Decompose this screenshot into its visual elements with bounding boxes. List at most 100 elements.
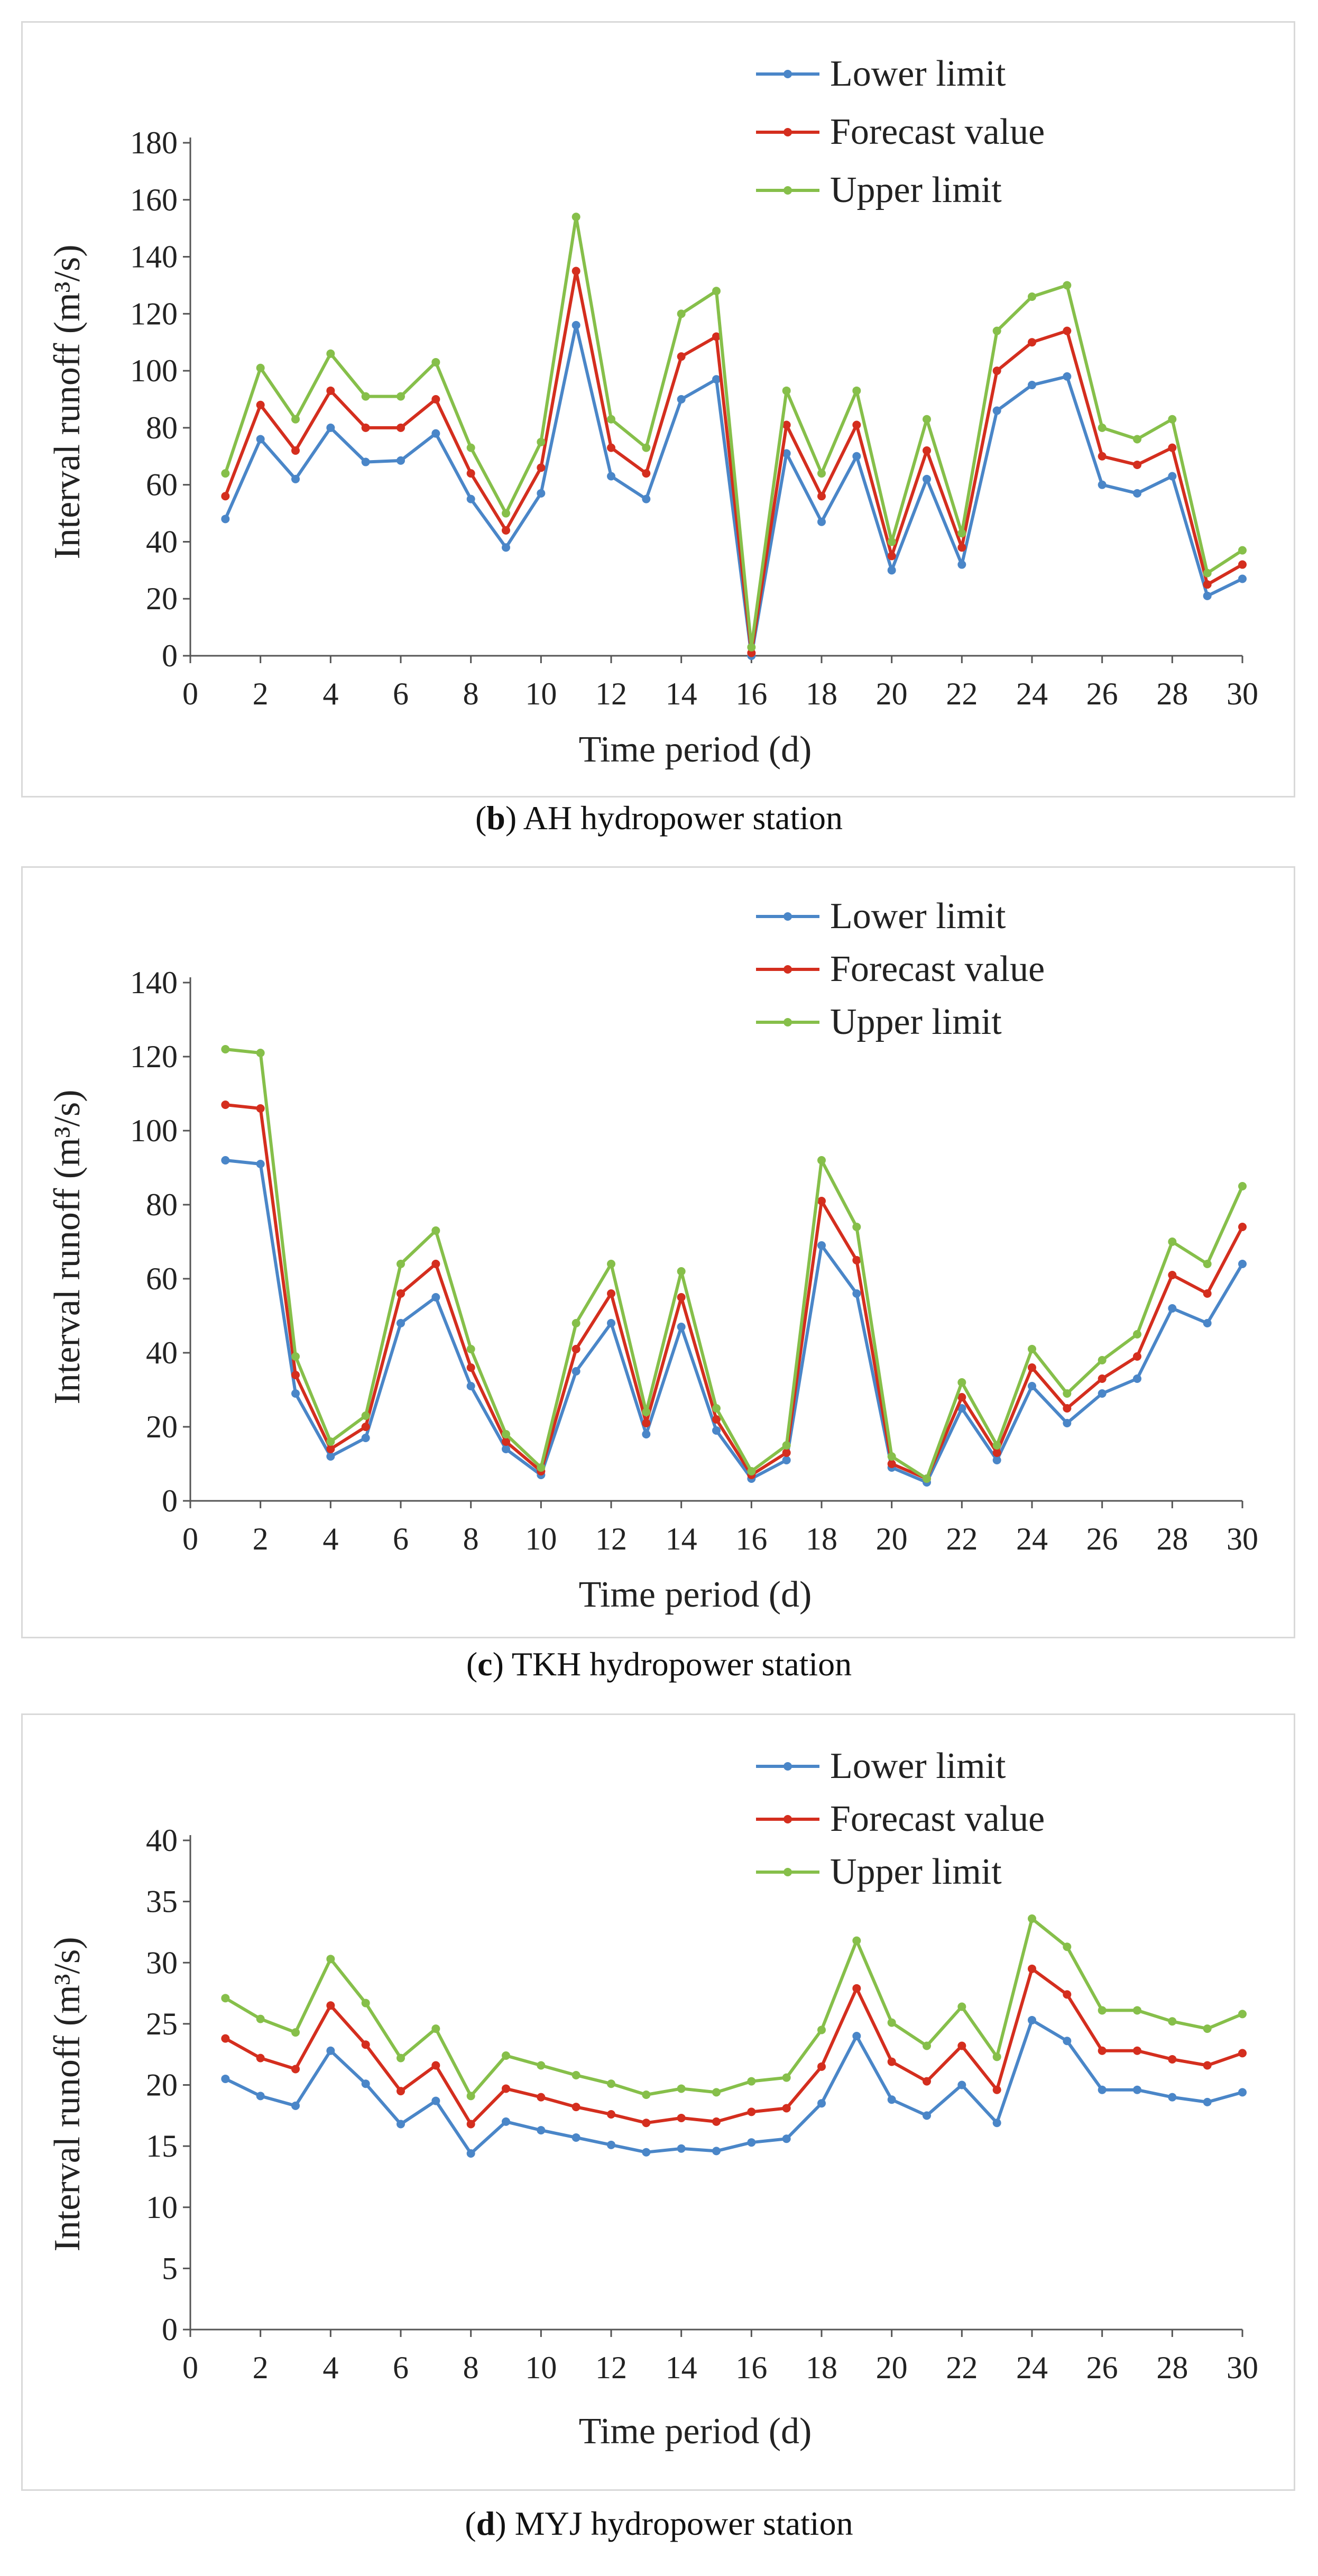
- data-point: [256, 435, 265, 444]
- data-point: [537, 1463, 546, 1472]
- data-point: [466, 469, 475, 478]
- x-tick-label: 22: [946, 676, 978, 711]
- data-point: [642, 1408, 651, 1416]
- data-point: [852, 1289, 861, 1298]
- x-tick-label: 26: [1086, 2350, 1118, 2385]
- data-point: [1098, 480, 1107, 489]
- data-point: [1238, 1260, 1247, 1268]
- data-point: [291, 415, 300, 424]
- chart-panel-myj: [21, 1713, 1295, 2491]
- data-point: [466, 1363, 475, 1372]
- legend-swatch-marker: [784, 1868, 792, 1876]
- caption-myj: (d) MYJ hydropower station: [465, 2505, 853, 2542]
- data-point: [992, 1449, 1001, 1457]
- data-point: [712, 2088, 721, 2097]
- data-point: [1133, 460, 1141, 469]
- data-point: [221, 1994, 230, 2003]
- data-point: [572, 2071, 580, 2079]
- legend-label: Lower limit: [830, 53, 1006, 94]
- data-point: [572, 1345, 580, 1353]
- data-point: [1238, 546, 1247, 555]
- data-point: [537, 2126, 546, 2135]
- data-point: [957, 1393, 966, 1401]
- data-point: [887, 1452, 896, 1461]
- data-point: [852, 1984, 861, 1993]
- data-point: [677, 1293, 686, 1301]
- data-point: [712, 375, 721, 384]
- data-point: [923, 2041, 931, 2050]
- legend-swatch-marker: [784, 70, 792, 78]
- data-point: [326, 349, 335, 358]
- data-point: [502, 1445, 510, 1453]
- data-point: [572, 2103, 580, 2112]
- x-tick-label: 16: [735, 2350, 767, 2385]
- data-point: [852, 1936, 861, 1945]
- data-point: [817, 1241, 826, 1250]
- data-point: [466, 2092, 475, 2101]
- legend-label: Upper limit: [830, 170, 1002, 210]
- legend-swatch-marker: [784, 912, 792, 921]
- x-tick-label: 10: [525, 2350, 557, 2385]
- data-point: [1028, 1382, 1036, 1390]
- legend-swatch-marker: [784, 1762, 792, 1771]
- x-tick-label: 26: [1086, 1521, 1118, 1556]
- data-point: [397, 2054, 405, 2062]
- data-point: [256, 2092, 265, 2101]
- data-point: [291, 1371, 300, 1379]
- data-point: [1133, 2046, 1141, 2055]
- y-tick-label: 0: [162, 1483, 178, 1518]
- data-point: [957, 529, 966, 538]
- data-point: [502, 543, 510, 552]
- x-tick-label: 2: [253, 1521, 269, 1556]
- data-point: [1063, 1419, 1072, 1427]
- x-tick-label: 18: [806, 1521, 837, 1556]
- data-point: [1168, 1237, 1177, 1246]
- data-point: [817, 1156, 826, 1165]
- data-point: [537, 437, 546, 446]
- data-point: [957, 560, 966, 569]
- data-point: [256, 1104, 265, 1113]
- data-point: [326, 386, 335, 395]
- y-axis-label: Interval runoff (m³/s): [47, 1089, 88, 1404]
- x-tick-label: 24: [1016, 2350, 1048, 2385]
- data-point: [361, 1999, 370, 2007]
- data-point: [1238, 574, 1247, 583]
- data-point: [992, 1456, 1001, 1464]
- x-axis-label: Time period (d): [579, 2411, 812, 2452]
- y-tick-label: 120: [130, 1039, 178, 1074]
- data-point: [1063, 281, 1072, 290]
- data-point: [361, 423, 370, 432]
- data-point: [1133, 489, 1141, 498]
- x-tick-label: 28: [1156, 2350, 1188, 2385]
- x-tick-label: 16: [735, 1521, 767, 1556]
- legend-label: Forecast value: [830, 1799, 1045, 1839]
- data-point: [1028, 2015, 1036, 2024]
- data-point: [1098, 2006, 1107, 2015]
- y-tick-label: 35: [146, 1884, 178, 1919]
- data-point: [782, 386, 791, 395]
- data-point: [1238, 1182, 1247, 1190]
- data-point: [502, 2084, 510, 2093]
- series-line-upper-limit: [224, 215, 1243, 649]
- data-point: [747, 643, 756, 652]
- data-point: [572, 267, 580, 276]
- data-point: [256, 400, 265, 409]
- data-point: [1203, 1319, 1212, 1327]
- caption-text: TKH hydropower station: [511, 1645, 852, 1683]
- data-point: [607, 1260, 615, 1268]
- x-tick-label: 12: [595, 1521, 627, 1556]
- data-point: [607, 443, 615, 452]
- data-point: [1203, 1289, 1212, 1298]
- x-tick-label: 14: [666, 2350, 697, 2385]
- data-point: [957, 543, 966, 552]
- data-point: [677, 1323, 686, 1331]
- x-tick-label: 26: [1086, 676, 1118, 711]
- data-point: [1098, 452, 1107, 461]
- x-tick-label: 30: [1227, 1521, 1258, 1556]
- data-point: [607, 472, 615, 481]
- x-tick-label: 6: [393, 1521, 409, 1556]
- legend-swatch-marker: [784, 128, 792, 136]
- data-point: [502, 2117, 510, 2126]
- data-point: [992, 1441, 1001, 1450]
- data-point: [992, 326, 1001, 335]
